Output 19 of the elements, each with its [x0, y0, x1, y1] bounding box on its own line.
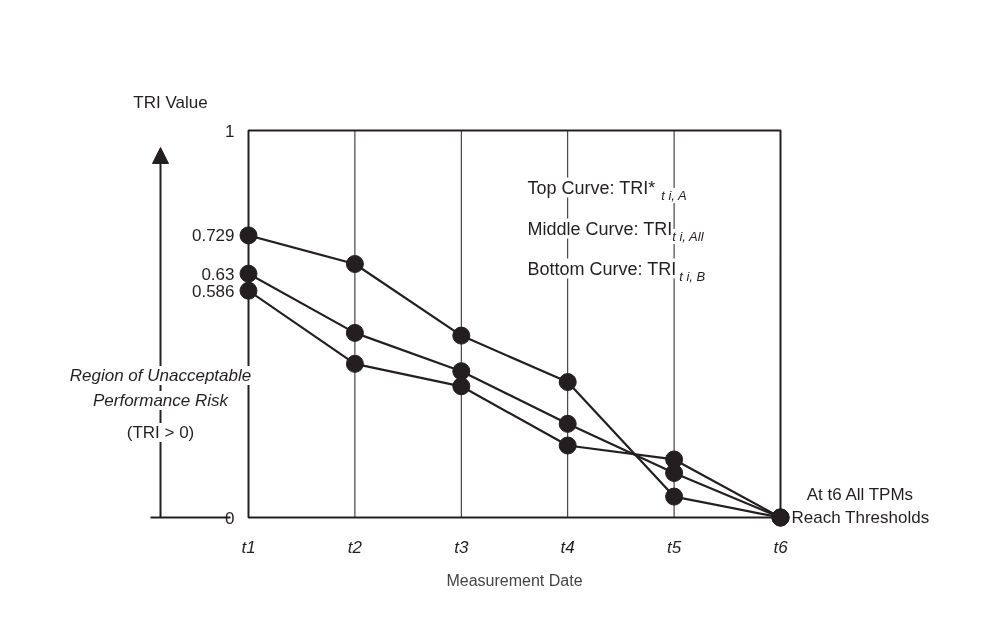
y-tick-label: 1	[225, 121, 235, 141]
text: (TRI > 0)	[126, 423, 195, 442]
annotation: Region of Unacceptable	[69, 366, 252, 385]
y-tick-label: 0.729	[191, 226, 235, 246]
x-axis-title: Measurement Date	[446, 571, 583, 589]
x-tick-label: t2	[347, 537, 363, 557]
text: At t6 All TPMs	[806, 485, 914, 504]
y-tick-label: 0	[225, 508, 235, 528]
x-tick-label: t4	[560, 537, 575, 557]
x-tick-label: t1	[241, 537, 256, 557]
text: Performance Risk	[92, 391, 230, 410]
y-axis-title: TRI Value	[133, 93, 208, 112]
y-tick-label: 0.63	[201, 264, 235, 284]
x-tick-label: t3	[454, 537, 469, 557]
x-tick-label: t5	[667, 537, 682, 557]
y-tick-label: 0.586	[191, 281, 235, 301]
text: Reach Thresholds	[791, 508, 930, 527]
x-tick-label: t6	[773, 537, 789, 557]
annotation: Top Curve: TRI*t i, A	[527, 177, 687, 203]
